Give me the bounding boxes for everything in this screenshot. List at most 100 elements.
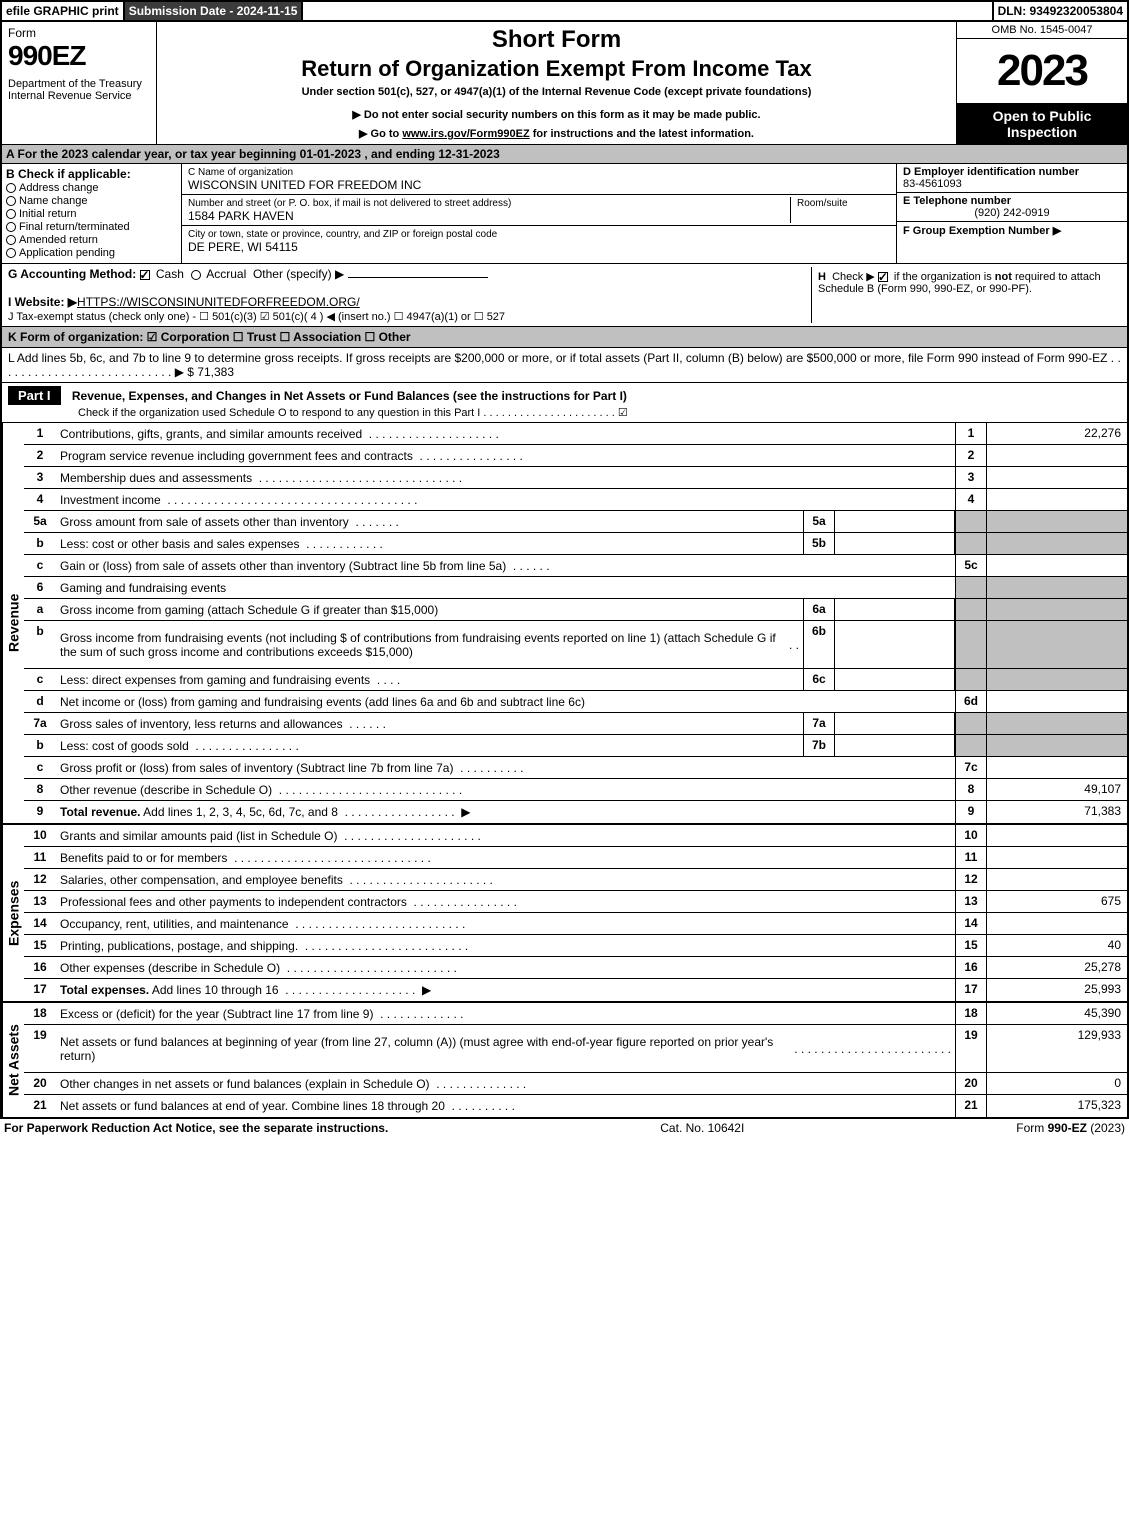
row-num: d xyxy=(24,691,56,712)
line-val-cell xyxy=(987,669,1127,690)
line-num-cell xyxy=(955,533,987,554)
line-val-cell xyxy=(987,735,1127,756)
row-num: 15 xyxy=(24,935,56,956)
line-6c: cLess: direct expenses from gaming and f… xyxy=(24,669,1127,691)
chk-amended-return[interactable]: Amended return xyxy=(6,234,177,246)
row-desc: Benefits paid to or for members . . . . … xyxy=(56,847,955,868)
chk-final-return[interactable]: Final return/terminated xyxy=(6,221,177,233)
line-19: 19Net assets or fund balances at beginni… xyxy=(24,1025,1127,1073)
row-desc: Gross income from gaming (attach Schedul… xyxy=(56,599,803,620)
line-num-cell: 17 xyxy=(955,979,987,1001)
line-7b: bLess: cost of goods sold . . . . . . . … xyxy=(24,735,1127,757)
top-bar: efile GRAPHIC print Submission Date - 20… xyxy=(0,0,1129,22)
line-num-cell xyxy=(955,599,987,620)
line-15: 15Printing, publications, postage, and s… xyxy=(24,935,1127,957)
row-num: 9 xyxy=(24,801,56,823)
chk-initial-return[interactable]: Initial return xyxy=(6,208,177,220)
line-num-cell xyxy=(955,669,987,690)
row-desc: Gross amount from sale of assets other t… xyxy=(56,511,803,532)
line-val-cell xyxy=(987,621,1127,668)
i-label: I Website: ▶ xyxy=(8,295,77,309)
chk-cash[interactable] xyxy=(140,270,150,280)
line-17: 17Total expenses. Add lines 10 through 1… xyxy=(24,979,1127,1001)
chk-application-pending[interactable]: Application pending xyxy=(6,247,177,259)
ein-val: 83-4561093 xyxy=(903,178,962,190)
revenue-body: 1Contributions, gifts, grants, and simil… xyxy=(24,423,1127,823)
department-label: Department of the Treasury Internal Reve… xyxy=(8,78,150,102)
row-num: 1 xyxy=(24,423,56,444)
line-val-cell xyxy=(987,825,1127,846)
expenses-section: Expenses10Grants and similar amounts pai… xyxy=(0,825,1129,1003)
irs-link[interactable]: www.irs.gov/Form990EZ xyxy=(402,128,529,140)
financial-grid: Revenue1Contributions, gifts, grants, an… xyxy=(0,423,1129,1119)
line-h: H Check ▶ if the organization is not req… xyxy=(811,267,1121,323)
line-val-cell xyxy=(987,533,1127,554)
omb-number: OMB No. 1545-0047 xyxy=(957,22,1127,39)
row-num: b xyxy=(24,533,56,554)
city-val: DE PERE, WI 54115 xyxy=(188,240,298,254)
netassets-vlabel: Net Assets xyxy=(2,1003,24,1117)
submission-date: Submission Date - 2024-11-15 xyxy=(125,2,302,20)
sub-num: 5a xyxy=(803,511,835,532)
c-street: Number and street (or P. O. box, if mail… xyxy=(182,195,896,226)
line-13: 13Professional fees and other payments t… xyxy=(24,891,1127,913)
line-num-cell: 10 xyxy=(955,825,987,846)
sub-val xyxy=(835,511,955,532)
netassets-section: Net Assets18Excess or (deficit) for the … xyxy=(0,1003,1129,1119)
open-public-inspection: Open to Public Inspection xyxy=(957,104,1127,144)
line-num-cell: 8 xyxy=(955,779,987,800)
chk-schedule-b[interactable] xyxy=(878,272,888,282)
line-num-cell: 11 xyxy=(955,847,987,868)
chk-address-change[interactable]: Address change xyxy=(6,182,177,194)
ssn-note: ▶ Do not enter social security numbers o… xyxy=(165,108,948,121)
part-i-check: Check if the organization used Schedule … xyxy=(78,407,628,419)
row-desc: Program service revenue including govern… xyxy=(56,445,955,466)
e-label: E Telephone number xyxy=(903,195,1011,207)
part-i-header: Part I Revenue, Expenses, and Changes in… xyxy=(0,383,1129,423)
line-21: 21Net assets or fund balances at end of … xyxy=(24,1095,1127,1117)
line-16: 16Other expenses (describe in Schedule O… xyxy=(24,957,1127,979)
chk-accrual[interactable] xyxy=(191,270,201,280)
line-9: 9Total revenue. Add lines 1, 2, 3, 4, 5c… xyxy=(24,801,1127,823)
row-num: 2 xyxy=(24,445,56,466)
row-desc: Salaries, other compensation, and employ… xyxy=(56,869,955,890)
row-desc: Grants and similar amounts paid (list in… xyxy=(56,825,955,846)
line-val-cell xyxy=(987,913,1127,934)
line-6d: dNet income or (loss) from gaming and fu… xyxy=(24,691,1127,713)
footer-left: For Paperwork Reduction Act Notice, see … xyxy=(4,1121,388,1135)
line-6b: bGross income from fundraising events (n… xyxy=(24,621,1127,669)
c-city: City or town, state or province, country… xyxy=(182,226,896,256)
row-desc: Printing, publications, postage, and shi… xyxy=(56,935,955,956)
line-11: 11Benefits paid to or for members . . . … xyxy=(24,847,1127,869)
return-title: Return of Organization Exempt From Incom… xyxy=(165,56,948,82)
spacer xyxy=(303,2,991,20)
line-num-cell xyxy=(955,511,987,532)
row-desc: Less: cost of goods sold . . . . . . . .… xyxy=(56,735,803,756)
line-val-cell xyxy=(987,869,1127,890)
line-num-cell xyxy=(955,577,987,598)
row-desc: Other expenses (describe in Schedule O) … xyxy=(56,957,955,978)
line-4: 4Investment income . . . . . . . . . . .… xyxy=(24,489,1127,511)
line-num-cell: 2 xyxy=(955,445,987,466)
line-num-cell: 15 xyxy=(955,935,987,956)
row-desc: Less: cost or other basis and sales expe… xyxy=(56,533,803,554)
form-header: Form 990EZ Department of the Treasury In… xyxy=(0,22,1129,145)
row-desc: Gross sales of inventory, less returns a… xyxy=(56,713,803,734)
c-name: C Name of organization WISCONSIN UNITED … xyxy=(182,164,896,195)
under-section: Under section 501(c), 527, or 4947(a)(1)… xyxy=(165,86,948,98)
row-num: 21 xyxy=(24,1095,56,1117)
row-num: 14 xyxy=(24,913,56,934)
line-2: 2Program service revenue including gover… xyxy=(24,445,1127,467)
row-num: b xyxy=(24,621,56,668)
chk-name-change[interactable]: Name change xyxy=(6,195,177,207)
line-a: A For the 2023 calendar year, or tax yea… xyxy=(0,145,1129,164)
form-number: 990EZ xyxy=(8,40,150,72)
line-val-cell xyxy=(987,489,1127,510)
form-word: Form xyxy=(8,26,150,40)
room-label: Room/suite xyxy=(797,198,848,209)
c-name-label: C Name of organization xyxy=(188,167,293,178)
line-num-cell: 18 xyxy=(955,1003,987,1024)
website-val[interactable]: HTTPS://WISCONSINUNITEDFORFREEDOM.ORG/ xyxy=(77,295,360,309)
line-num-cell: 14 xyxy=(955,913,987,934)
row-num: 20 xyxy=(24,1073,56,1094)
